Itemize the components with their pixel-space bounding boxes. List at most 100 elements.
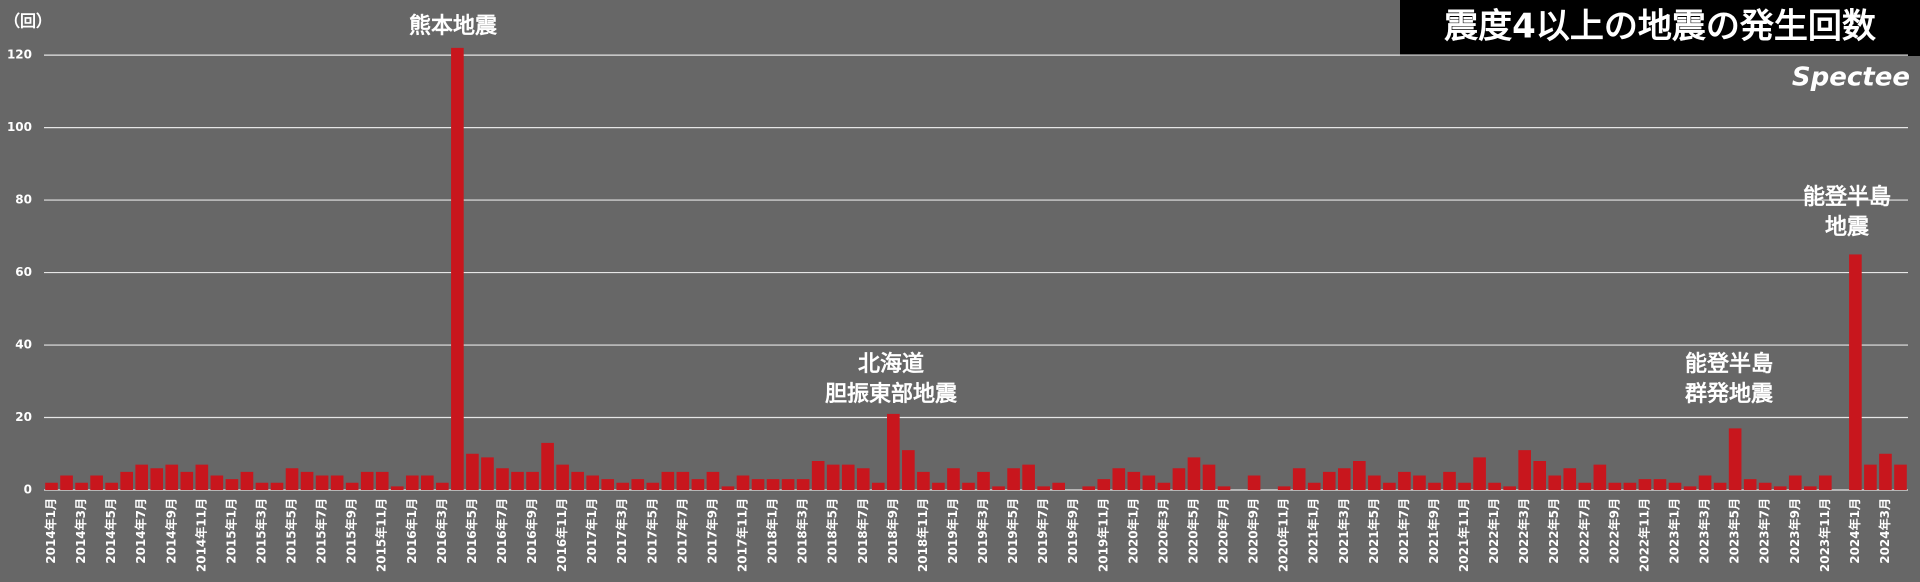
bar [210, 475, 224, 490]
annotation: 熊本地震 [409, 13, 498, 39]
bar [1398, 471, 1411, 490]
bar [1112, 468, 1126, 490]
bar [150, 468, 164, 490]
bar [1337, 468, 1351, 490]
bar [1413, 475, 1426, 490]
bar [1488, 482, 1501, 490]
bar [1548, 475, 1562, 490]
bar [466, 453, 479, 490]
bar [1683, 486, 1697, 490]
bar [481, 457, 494, 490]
bar [992, 486, 1005, 490]
bar [1307, 482, 1321, 490]
annotation: 群発地震 [1685, 381, 1774, 407]
bar [1368, 475, 1381, 490]
bar [75, 482, 88, 490]
bar [180, 471, 194, 490]
bar [1082, 486, 1096, 490]
bar [1247, 475, 1261, 490]
x-tick-label: 2016年3月 [434, 498, 449, 564]
bar [120, 471, 133, 490]
x-tick-label: 2020年5月 [1185, 498, 1200, 564]
x-tick-label: 2014年11月 [193, 498, 208, 572]
x-tick-label: 2023年5月 [1727, 498, 1742, 564]
bar [390, 486, 404, 490]
x-tick-label: 2018年11月 [915, 498, 930, 572]
bar [541, 442, 554, 490]
bar [360, 471, 374, 490]
x-tick-label: 2022年1月 [1486, 498, 1501, 564]
bar [1503, 486, 1516, 490]
bar [1638, 479, 1652, 490]
y-tick-label: 0 [24, 483, 32, 497]
bar [1713, 482, 1727, 490]
bar [811, 461, 825, 490]
bar [1849, 254, 1862, 490]
bar [977, 471, 990, 490]
bar [962, 482, 975, 490]
x-tick-label: 2014年7月 [133, 498, 148, 564]
x-tick-label: 2018年5月 [825, 498, 840, 564]
bar [451, 47, 464, 490]
x-tick-label: 2016年9月 [524, 498, 539, 564]
bar [902, 450, 915, 490]
bar [736, 475, 750, 490]
bar [135, 464, 149, 490]
bar [1428, 482, 1441, 490]
bar [721, 486, 735, 490]
x-tick-label: 2016年1月 [404, 498, 419, 564]
x-tick-label: 2021年9月 [1426, 498, 1441, 564]
x-tick-label: 2017年5月 [644, 498, 659, 564]
y-tick-label: 40 [15, 338, 32, 352]
bar [345, 482, 359, 490]
x-tick-label: 2015年9月 [344, 498, 359, 564]
x-tick-label: 2024年1月 [1847, 498, 1862, 564]
x-tick-label: 2018年9月 [885, 498, 900, 564]
x-tick-label: 2017年11月 [735, 498, 750, 572]
y-axis-label: （回） [4, 12, 52, 31]
x-tick-label: 2020年11月 [1276, 498, 1291, 572]
bar [375, 471, 389, 490]
bar [1187, 457, 1201, 490]
x-tick-label: 2020年1月 [1125, 498, 1140, 564]
bar [917, 471, 930, 490]
bar [285, 468, 299, 490]
x-tick-label: 2019年9月 [1065, 498, 1080, 564]
bar [1127, 471, 1141, 490]
bar [1383, 482, 1396, 490]
bar [1803, 486, 1817, 490]
bar [1653, 479, 1667, 490]
bar [1788, 475, 1802, 490]
bar [1157, 482, 1171, 490]
annotation: 胆振東部地震 [825, 381, 958, 407]
bar [1533, 461, 1547, 490]
bar [1518, 450, 1531, 490]
bar [1773, 486, 1787, 490]
bar [1879, 453, 1892, 490]
bar [1443, 471, 1456, 490]
bar [646, 482, 660, 490]
bar [1172, 468, 1186, 490]
bar [676, 471, 690, 490]
bar [1217, 486, 1231, 490]
bar [1097, 479, 1111, 490]
bar [947, 468, 960, 490]
x-tick-label: 2021年1月 [1306, 498, 1321, 564]
bar [330, 475, 344, 490]
x-tick-label: 2019年7月 [1035, 498, 1050, 564]
x-tick-label: 2023年3月 [1697, 498, 1712, 564]
annotation: 能登半島 [1685, 351, 1773, 377]
bar [586, 475, 599, 490]
x-tick-label: 2023年9月 [1787, 498, 1802, 564]
annotation: 地震 [1825, 215, 1870, 240]
x-tick-label: 2015年1月 [223, 498, 238, 564]
annotation: 能登半島 [1803, 184, 1891, 210]
bar [871, 482, 885, 490]
bar [1623, 482, 1637, 490]
x-tick-label: 2019年1月 [945, 498, 960, 564]
bar [60, 475, 73, 490]
x-tick-label: 2014年3月 [73, 498, 88, 564]
x-tick-label: 2014年9月 [163, 498, 178, 564]
bar [1698, 475, 1712, 490]
bar [436, 482, 449, 490]
